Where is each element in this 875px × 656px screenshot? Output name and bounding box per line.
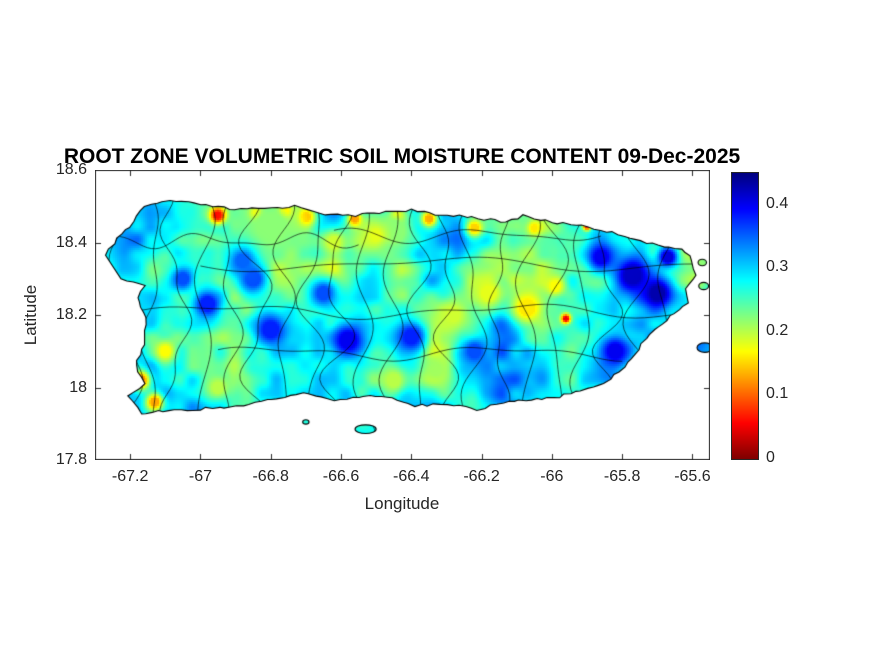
colorbar-tick-label: 0 xyxy=(766,449,775,466)
soil-moisture-heatmap-canvas xyxy=(95,170,710,460)
x-tick-label: -65.8 xyxy=(603,468,641,485)
colorbar-gradient xyxy=(732,173,758,459)
y-tick-label: 18.6 xyxy=(55,161,87,178)
x-tick-label: -65.6 xyxy=(674,468,711,485)
x-tick-label: -67 xyxy=(188,468,212,485)
x-tick-label: -66.4 xyxy=(393,468,430,485)
x-tick-label: -67.2 xyxy=(111,468,149,485)
colorbar xyxy=(731,172,759,460)
plot-area xyxy=(95,170,710,460)
y-axis-label: Latitude xyxy=(21,284,40,346)
plot-title: ROOT ZONE VOLUMETRIC SOIL MOISTURE CONTE… xyxy=(63,145,741,168)
y-tick-label: 18 xyxy=(69,378,87,396)
colorbar-tick-label: 0.4 xyxy=(766,194,789,212)
colorbar-tick-label: 0.3 xyxy=(766,258,789,276)
colorbar-tick-label: 0.2 xyxy=(766,321,789,339)
y-tick-label: 17.8 xyxy=(55,451,87,468)
x-tick-label: -66 xyxy=(540,468,564,485)
colorbar-tick-label: 0.1 xyxy=(766,385,789,403)
x-tick-label: -66.2 xyxy=(463,468,500,485)
x-tick-label: -66.6 xyxy=(322,468,360,485)
x-tick-label: -66.8 xyxy=(252,468,289,485)
y-tick-label: 18.2 xyxy=(55,306,87,323)
x-axis-label: Longitude xyxy=(364,494,440,513)
y-tick-label: 18.4 xyxy=(55,233,87,251)
